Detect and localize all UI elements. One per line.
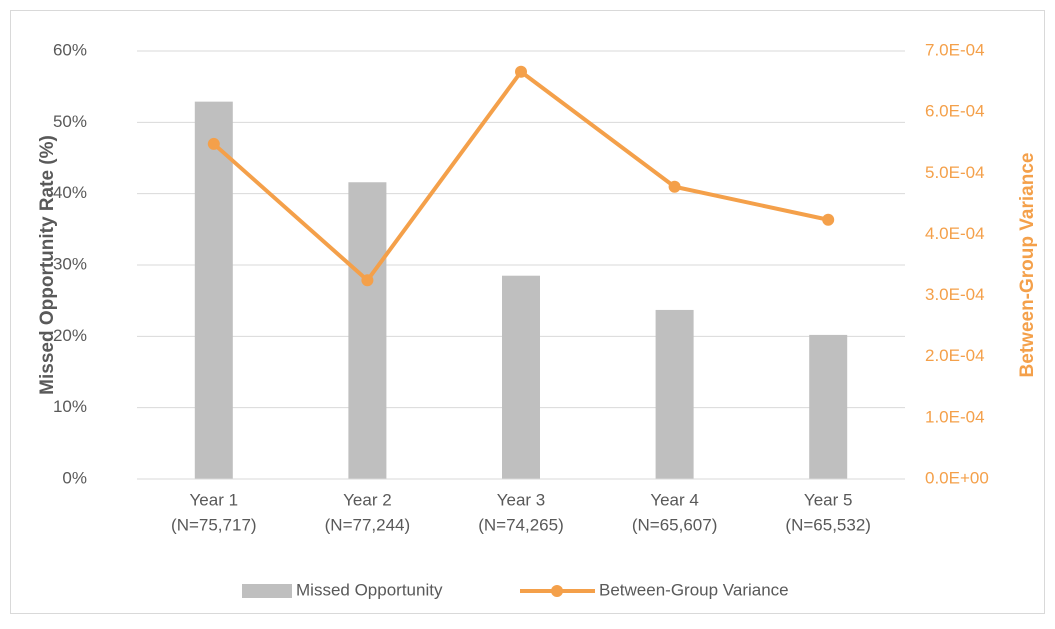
y-tick-label: 60%: [53, 40, 87, 59]
x-tick-label: (N=74,265): [478, 515, 564, 534]
line-marker: [515, 65, 527, 78]
line-marker: [822, 213, 835, 226]
y-tick-label: 30%: [53, 254, 87, 273]
y2-tick-label: 0.0E+00: [925, 468, 989, 487]
y2-tick-label: 5.0E-04: [925, 163, 985, 182]
legend-label: Between-Group Variance: [599, 580, 789, 599]
x-tick-label: (N=65,532): [785, 515, 871, 534]
y-tick-label: 50%: [53, 112, 87, 131]
x-tick-label: (N=77,244): [325, 515, 411, 534]
y-tick-label: 10%: [53, 397, 87, 416]
x-tick-label: Year 4: [650, 490, 699, 509]
x-tick-label: Year 3: [497, 490, 546, 509]
y-tick-label: 0%: [62, 468, 87, 487]
y2-tick-label: 6.0E-04: [925, 102, 985, 121]
y2-axis-label: Between-Group Variance: [1017, 153, 1038, 378]
y2-tick-label: 2.0E-04: [925, 346, 985, 365]
line-marker: [668, 180, 681, 193]
x-tick-label: (N=65,607): [632, 515, 718, 534]
bar: [502, 275, 540, 479]
y-tick-label: 20%: [53, 326, 87, 345]
bar: [809, 334, 848, 479]
x-tick-label: (N=75,717): [171, 515, 257, 534]
y2-tick-label: 4.0E-04: [925, 224, 985, 243]
y2-tick-label: 7.0E-04: [925, 40, 985, 59]
y2-tick-label: 1.0E-04: [925, 407, 985, 426]
y2-tick-label: 3.0E-04: [925, 285, 985, 304]
x-tick-label: Year 5: [804, 490, 853, 509]
line-marker: [361, 274, 374, 287]
y-tick-label: 40%: [53, 183, 87, 202]
line-marker: [207, 137, 220, 150]
x-tick-label: Year 1: [190, 490, 239, 509]
bar: [348, 182, 387, 479]
bar: [655, 309, 694, 479]
x-tick-label: Year 2: [343, 490, 392, 509]
legend-label: Missed Opportunity: [296, 580, 443, 599]
legend-swatch: [551, 585, 563, 597]
legend-swatch: [242, 584, 292, 598]
bar: [194, 101, 233, 479]
y-axis-label: Missed Opportunity Rate (%): [37, 135, 58, 395]
